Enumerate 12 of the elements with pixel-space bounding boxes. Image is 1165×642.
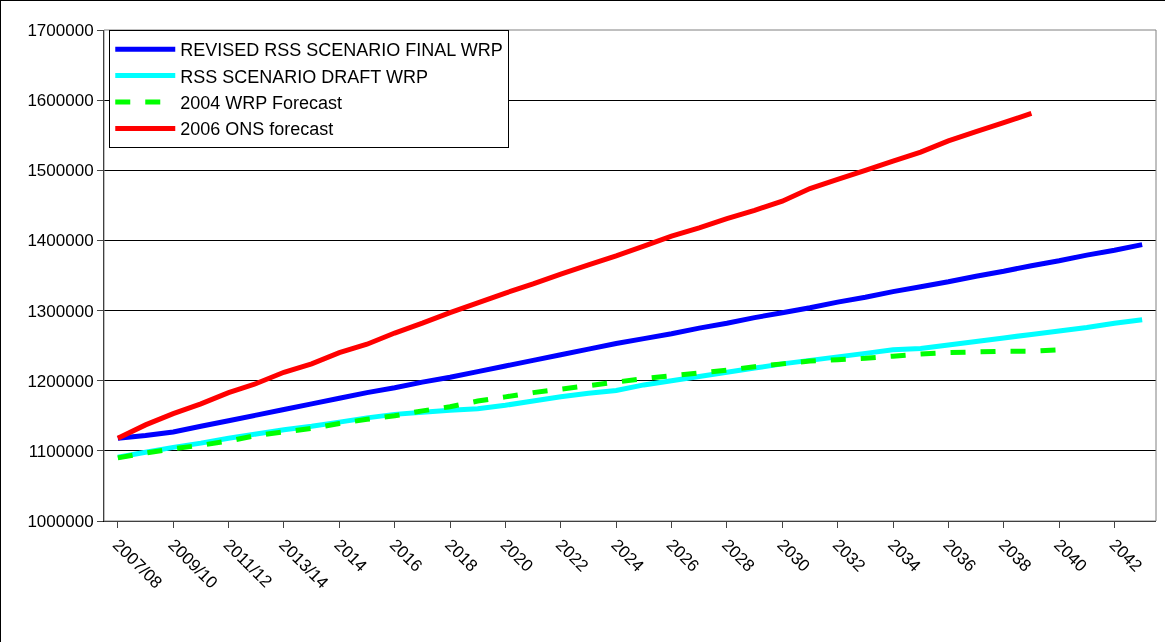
legend-label: 2006 ONS forecast [180,119,334,140]
y-tick-label: 1400000 [27,231,94,251]
legend-label: 2004 WRP Forecast [180,93,343,114]
legend-label: RSS SCENARIO DRAFT WRP [180,66,428,87]
y-tick-label: 1300000 [27,301,94,321]
y-tick-label: 1700000 [27,20,94,40]
y-tick-label: 1100000 [28,441,94,461]
y-tick-label: 1500000 [27,161,94,181]
legend-label: REVISED RSS SCENARIO FINAL WRP [180,40,503,61]
y-tick-label: 1600000 [27,91,94,111]
y-tick-label: 1000000 [27,511,94,531]
y-tick-label: 1200000 [27,371,94,391]
